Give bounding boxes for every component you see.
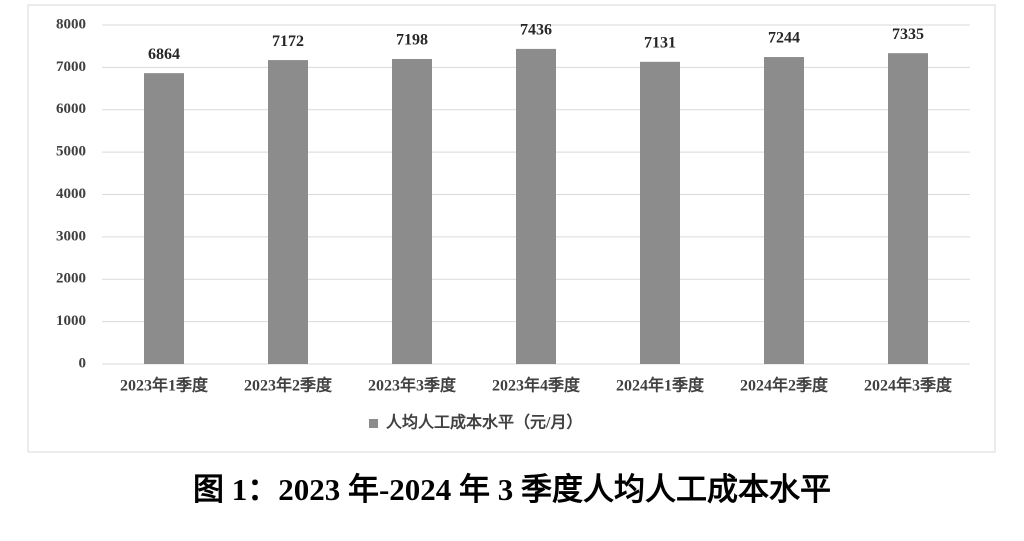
- bar: [888, 53, 928, 364]
- x-tick-label: 2024年1季度: [616, 376, 705, 395]
- bar: [516, 48, 556, 364]
- data-label: 7131: [644, 34, 676, 51]
- x-tick-label: 2024年2季度: [740, 376, 829, 395]
- y-tick-label: 7000: [56, 59, 86, 75]
- x-tick-label: 2023年2季度: [244, 376, 333, 395]
- y-tick-label: 6000: [56, 101, 86, 117]
- x-tick-label: 2023年4季度: [492, 376, 581, 395]
- legend-label: 人均人工成本水平（元/月）: [386, 413, 582, 432]
- x-tick-label: 2023年1季度: [120, 376, 209, 395]
- x-tick-label: 2024年3季度: [864, 376, 953, 395]
- data-label: 7436: [520, 22, 552, 39]
- bar: [640, 61, 680, 364]
- y-tick-label: 4000: [56, 186, 86, 202]
- y-tick-label: 5000: [56, 144, 86, 160]
- bar: [144, 73, 184, 364]
- chart-frame: [27, 4, 996, 453]
- data-label: 7244: [768, 30, 800, 47]
- data-label: 6864: [148, 46, 180, 63]
- y-tick-label: 0: [79, 355, 87, 371]
- x-tick-label: 2023年3季度: [368, 376, 457, 395]
- bar: [268, 60, 308, 365]
- bar: [392, 58, 432, 365]
- bar: [764, 57, 804, 365]
- y-tick-label: 1000: [56, 313, 86, 329]
- y-tick-label: 2000: [56, 271, 86, 287]
- legend-swatch: [369, 419, 378, 428]
- chart-title: 图 1：2023 年-2024 年 3 季度人均人工成本水平: [193, 472, 831, 507]
- y-tick-label: 8000: [56, 16, 86, 32]
- data-label: 7198: [396, 32, 428, 49]
- data-label: 7335: [892, 26, 924, 43]
- y-tick-label: 3000: [56, 228, 86, 244]
- data-label: 7172: [272, 33, 304, 50]
